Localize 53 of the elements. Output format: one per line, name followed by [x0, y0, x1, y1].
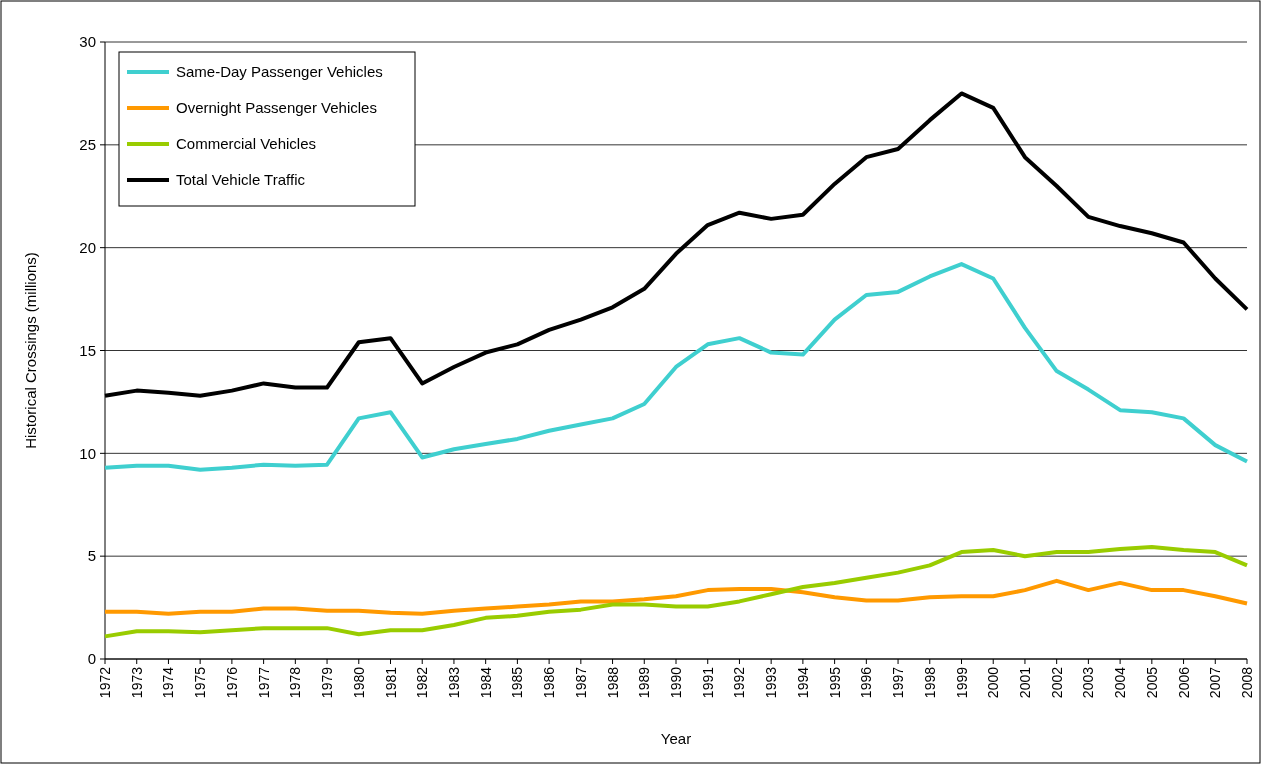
x-tick-label: 1975 — [192, 666, 209, 699]
line-series — [103, 578, 1249, 616]
y-tick-label: 10 — [79, 444, 96, 462]
x-tick-label: 2007 — [1207, 666, 1224, 699]
x-tick-label: 1973 — [128, 666, 145, 699]
x-tick-label: 1990 — [668, 666, 684, 699]
x-tick-label: 2003 — [1080, 666, 1097, 699]
x-tick-label: 1978 — [287, 666, 304, 699]
x-tick-label: 1981 — [382, 666, 399, 699]
x-tick-label: 2005 — [1143, 666, 1160, 699]
legend-label: Overnight Passenger Vehicles — [176, 99, 377, 117]
x-tick-label: 1991 — [699, 666, 716, 699]
y-tick-label: 25 — [79, 136, 96, 154]
legend-label: Commercial Vehicles — [176, 135, 317, 153]
x-tick-label: 1984 — [477, 666, 494, 699]
x-tick-label: 2000 — [985, 666, 1002, 699]
x-tick-label: 1974 — [160, 666, 177, 699]
x-tick-label: 2004 — [1112, 666, 1129, 699]
x-tick-label: 1989 — [636, 666, 653, 699]
line-series — [103, 544, 1249, 639]
x-tick-label: 1972 — [97, 666, 113, 699]
y-axis-title: Historical Crossings (millions) — [22, 252, 39, 449]
x-tick-label: 1987 — [572, 666, 589, 699]
x-tick-label: 1998 — [921, 666, 938, 699]
x-tick-label: 1992 — [731, 666, 748, 699]
x-tick-label: 1985 — [509, 666, 526, 699]
x-tick-label: 1980 — [350, 666, 367, 699]
x-tick-label: 1999 — [953, 666, 970, 699]
x-tick-label: 1988 — [604, 666, 621, 699]
x-tick-label: 1983 — [445, 666, 462, 699]
x-tick-label: 1993 — [763, 666, 780, 699]
y-tick-label: 0 — [87, 650, 96, 668]
x-tick-label: 1994 — [794, 666, 811, 699]
line-series — [103, 262, 1249, 472]
y-tick-label: 15 — [79, 341, 96, 359]
x-tick-label: 2008 — [1239, 666, 1255, 699]
x-tick-label: 1979 — [319, 666, 336, 699]
y-tick-label: 30 — [79, 33, 96, 51]
x-tick-label: 2006 — [1175, 666, 1192, 699]
y-tick-label: 20 — [79, 238, 96, 256]
x-tick-label: 1995 — [826, 666, 843, 699]
x-tick-label: 1997 — [890, 666, 907, 699]
legend-label: Same-Day Passenger Vehicles — [176, 63, 383, 81]
x-tick-label: 1977 — [255, 666, 272, 699]
x-tick-label: 1996 — [858, 666, 875, 699]
y-tick-label: 5 — [87, 547, 96, 565]
x-tick-label: 2001 — [1016, 666, 1033, 699]
x-tick-label: 1982 — [414, 666, 431, 699]
x-axis-title: Year — [660, 730, 692, 747]
x-tick-label: 2002 — [1048, 666, 1065, 699]
legend-label: Total Vehicle Traffic — [176, 171, 306, 189]
x-tick-label: 1986 — [541, 666, 558, 699]
x-tick-label: 1976 — [223, 666, 240, 699]
